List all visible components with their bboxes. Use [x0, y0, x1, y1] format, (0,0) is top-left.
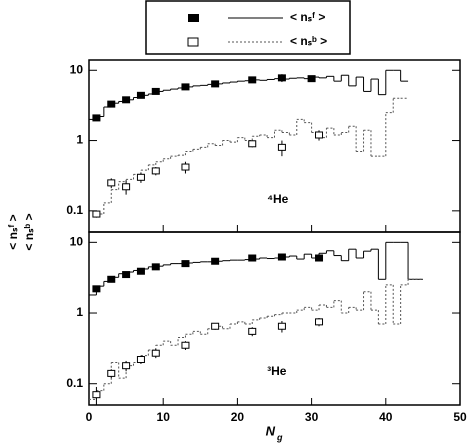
data-point: [136, 356, 145, 364]
data-point: [315, 131, 324, 139]
data-point: [307, 75, 316, 83]
y-label-line: < nₛᵇ >: [22, 213, 36, 250]
data-point: [211, 80, 220, 88]
y-label-line: < nₛᶠ >: [6, 214, 20, 249]
y-tick-label: 0.1: [66, 376, 83, 390]
x-tick-label: 50: [453, 410, 467, 424]
data-point: [211, 322, 220, 330]
data-point: [277, 253, 286, 261]
legend-label: < nₛᵇ >: [290, 34, 327, 48]
data-point: [248, 327, 257, 335]
data-point: [122, 96, 131, 104]
data-point: [136, 267, 145, 275]
data-point: [92, 210, 101, 218]
data-point: [92, 114, 101, 122]
data-point: [151, 87, 160, 95]
data-point: [92, 285, 101, 293]
data-point: [122, 271, 131, 279]
data-point: [277, 143, 286, 151]
data-point: [107, 275, 116, 283]
y-tick-label: 10: [70, 62, 84, 76]
data-point: [107, 100, 116, 108]
y-axis-label: < nₛᶠ > < nₛᵇ >: [6, 213, 36, 250]
data-point: [181, 341, 190, 349]
legend-label: < nₛᶠ >: [290, 10, 325, 24]
data-point: [315, 254, 324, 262]
data-point: [122, 183, 131, 191]
y-tick-label: 1: [76, 305, 83, 319]
data-point: [315, 318, 324, 326]
data-point: [181, 163, 190, 171]
data-point: [107, 369, 116, 377]
panel-annotation: ⁴He: [267, 192, 289, 206]
plot-frame: [88, 59, 461, 233]
panel-annotation: ³He: [267, 364, 287, 378]
legend-box: [145, 0, 351, 55]
data-point: [151, 349, 160, 357]
legend-marker-open: [187, 37, 199, 47]
data-point: [181, 260, 190, 268]
data-point: [92, 391, 101, 399]
data-point: [181, 83, 190, 91]
y-tick-label: 1: [76, 133, 83, 147]
x-axis-label-sub: g: [276, 432, 283, 442]
x-tick-label: 40: [379, 410, 393, 424]
y-tick-label: 0.1: [66, 203, 83, 217]
data-point: [277, 322, 286, 330]
data-point: [122, 362, 131, 370]
x-axis-label: N: [266, 423, 276, 438]
data-point: [248, 140, 257, 148]
data-point: [211, 257, 220, 265]
x-tick-label: 0: [86, 410, 93, 424]
data-point: [277, 74, 286, 82]
x-tick-label: 30: [305, 410, 319, 424]
data-point: [107, 179, 116, 187]
plot-frame: [88, 231, 461, 406]
data-point: [248, 254, 257, 262]
data-point: [248, 76, 257, 84]
x-tick-label: 20: [231, 410, 245, 424]
data-point: [151, 263, 160, 271]
data-point: [151, 167, 160, 175]
x-tick-label: 10: [157, 410, 171, 424]
data-point: [136, 173, 145, 181]
y-tick-label: 10: [70, 235, 84, 249]
data-point: [136, 91, 145, 99]
legend-marker-filled: [188, 14, 199, 22]
